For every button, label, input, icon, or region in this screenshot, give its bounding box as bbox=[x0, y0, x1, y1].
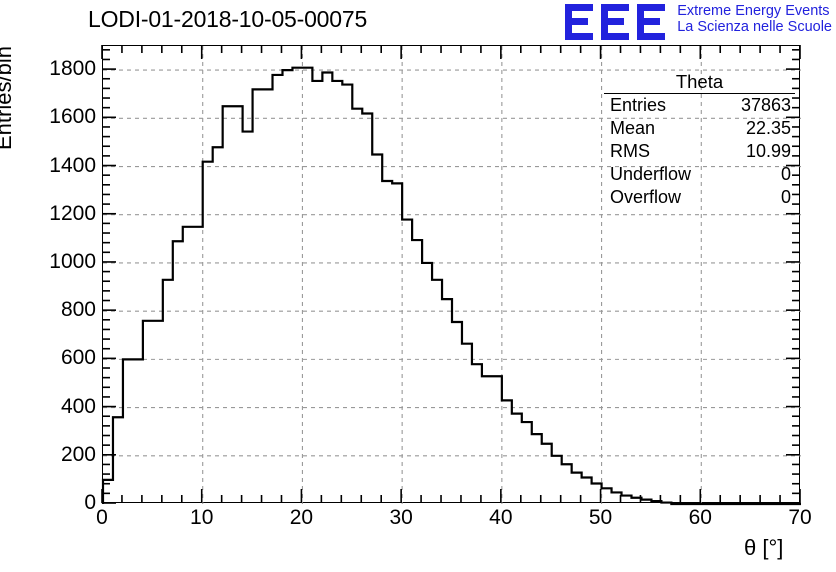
stats-row-value: 22.35 bbox=[745, 118, 791, 139]
x-tick-label: 30 bbox=[389, 506, 413, 529]
eee-logo-icon bbox=[565, 4, 666, 40]
y-tick-label: 1400 bbox=[49, 153, 96, 177]
stats-row: RMS 10.99 bbox=[604, 140, 795, 163]
stats-row-value: 10.99 bbox=[745, 141, 791, 162]
y-tick-label: 800 bbox=[60, 298, 96, 322]
stats-row-value: 0 bbox=[780, 164, 791, 185]
stats-row-value: 37863 bbox=[740, 95, 791, 116]
x-tick-label: 0 bbox=[96, 506, 108, 529]
stats-row: Overflow 0 bbox=[604, 186, 795, 209]
stats-row: Entries 37863 bbox=[604, 94, 795, 117]
y-tick-label: 1200 bbox=[49, 201, 96, 225]
stats-box-rows: Entries 37863 Mean 22.35 RMS 10.99 Underflow 0 O… bbox=[604, 94, 795, 209]
stats-row-key: RMS bbox=[610, 141, 650, 162]
y-tick-label: 1000 bbox=[49, 249, 96, 273]
x-tick-label: 40 bbox=[489, 506, 513, 529]
y-tick-label: 600 bbox=[60, 346, 96, 370]
stats-row-key: Entries bbox=[610, 95, 667, 116]
x-tick-label: 50 bbox=[588, 506, 613, 529]
y-tick-label: 1800 bbox=[49, 57, 96, 81]
stats-row-key: Overflow bbox=[610, 187, 682, 208]
stats-row-key: Underflow bbox=[610, 164, 692, 185]
x-tick-label: 20 bbox=[289, 506, 314, 529]
eee-logo-line-1: Extreme Energy Events bbox=[677, 3, 830, 19]
y-tick-label: 200 bbox=[60, 442, 96, 466]
stats-row-key: Mean bbox=[610, 118, 656, 139]
y-tick-label: 400 bbox=[60, 394, 96, 418]
stats-box: Theta Entries 37863 Mean 22.35 RMS 10.99 Under… bbox=[604, 71, 795, 209]
x-axis-title: θ [°] bbox=[744, 535, 784, 560]
stats-row-value: 0 bbox=[780, 187, 791, 208]
stats-row: Underflow 0 bbox=[604, 163, 795, 186]
eee-logo-text: Extreme Energy Events La Scienza nelle S… bbox=[677, 2, 832, 35]
y-axis-title: Entries/bin bbox=[0, 46, 16, 150]
y-tick-label: 0 bbox=[84, 491, 96, 514]
page-title: LODI-01-2018-10-05-00075 bbox=[88, 6, 368, 32]
eee-logo: Extreme Energy Events La Scienza nelle S… bbox=[565, 2, 832, 42]
stats-box-title: Theta bbox=[604, 71, 795, 95]
x-tick-label: 70 bbox=[788, 506, 812, 529]
x-tick-label: 10 bbox=[190, 506, 214, 529]
stats-row: Mean 22.35 bbox=[604, 117, 795, 140]
eee-logo-line-2: La Scienza nelle Scuole bbox=[677, 18, 832, 35]
y-tick-label: 1600 bbox=[49, 105, 96, 129]
y-axis-tick-labels: 0 200 400 600 800 1000 1200 1400 1600 1800 bbox=[24, 0, 96, 572]
x-tick-label: 60 bbox=[688, 506, 712, 529]
